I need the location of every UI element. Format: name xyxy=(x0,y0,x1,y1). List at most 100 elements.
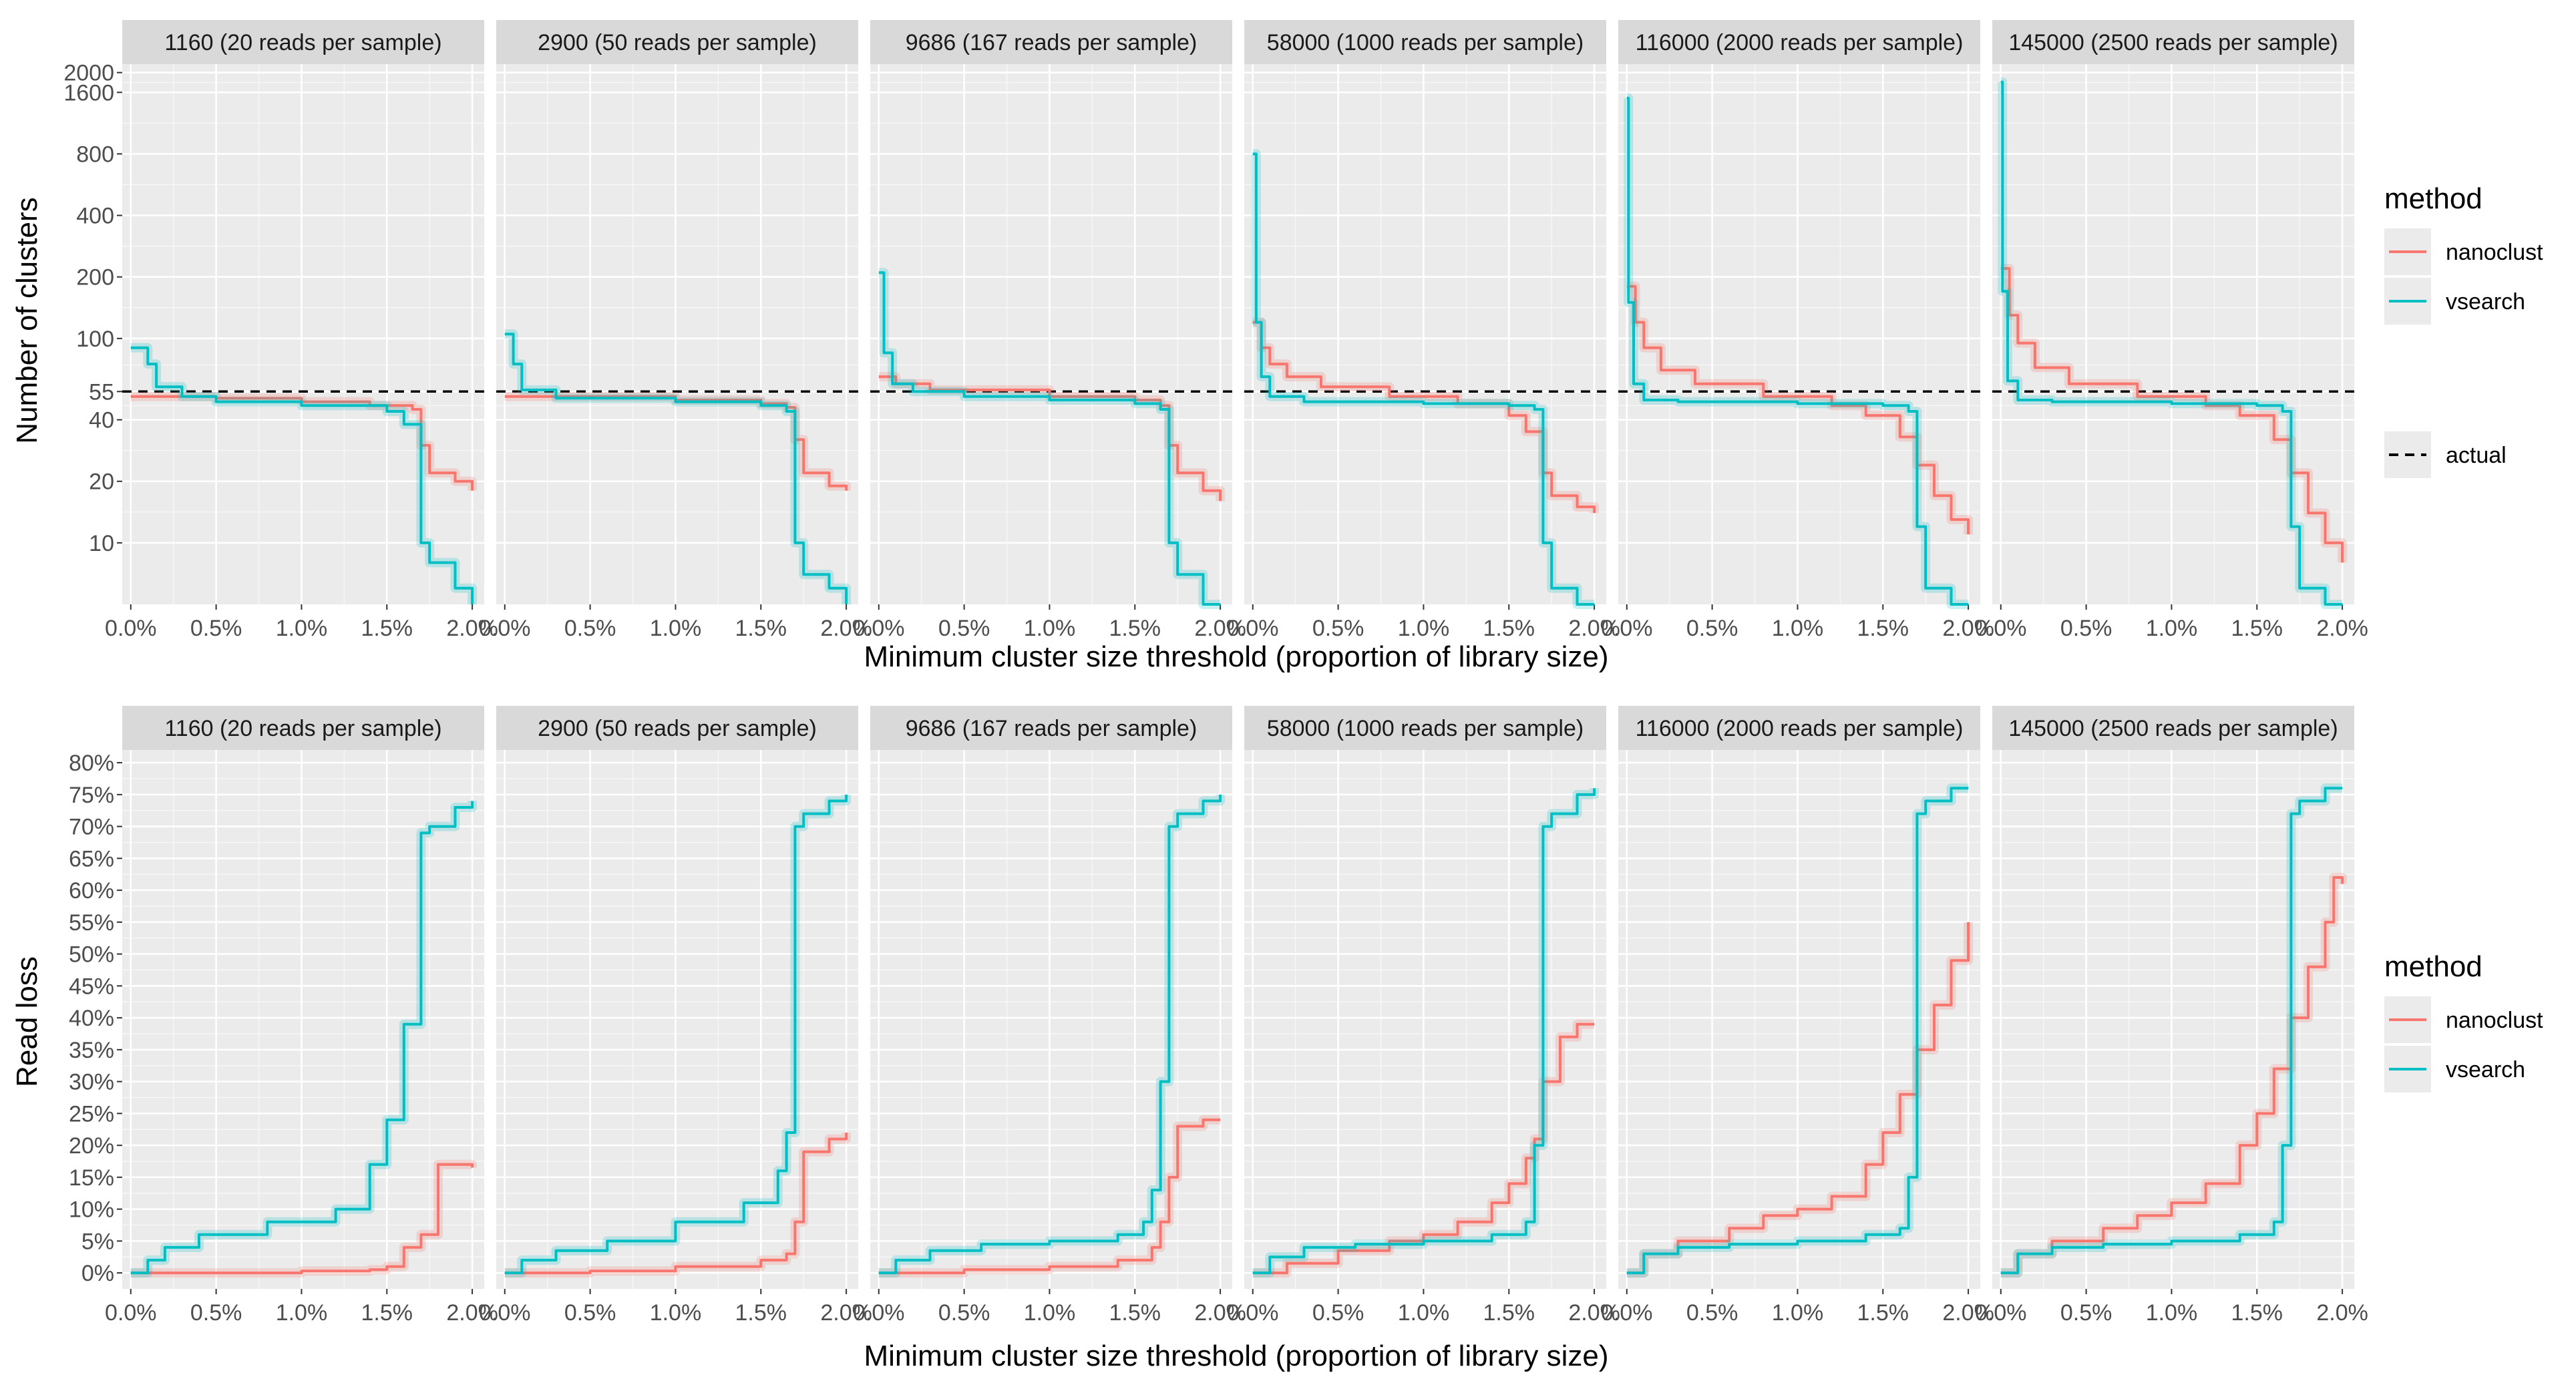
x-tick-label: 2.0% xyxy=(1568,616,1620,641)
nanoclust-series-line xyxy=(878,375,1222,502)
facet-panel: 9686 (167 reads per sample) 0.0% 0.5% 1.0% 1… xyxy=(853,706,1246,1326)
y-tick-label: 45% xyxy=(69,974,114,999)
x-tick-label: 0.0% xyxy=(853,616,905,641)
y-tick-label: 35% xyxy=(69,1038,114,1063)
y-tick-label: 200 xyxy=(76,265,114,290)
x-tick-label: 0.5% xyxy=(564,616,616,641)
bottom-legend-label-nanoclust: nanoclust xyxy=(2446,1008,2543,1033)
x-tick-label: 1.5% xyxy=(1109,616,1161,641)
read-loss-chart: 0% 5% 10% 15% 20% 25% 30% 35% 40% 45% 50% 55% 60% 65%… xyxy=(69,706,2368,1326)
x-tick-label: 2.0% xyxy=(1942,1300,1994,1326)
y-tick-label: 2000 xyxy=(63,61,114,86)
x-tick-label: 0.5% xyxy=(2060,616,2112,641)
y-tick-label: 20 xyxy=(89,469,114,495)
x-tick-label: 0.5% xyxy=(1686,616,1738,641)
x-tick-label: 1.0% xyxy=(650,616,702,641)
facet-strip xyxy=(1244,706,1606,750)
y-tick-label: 55 xyxy=(89,379,114,405)
x-tick-label: 1.0% xyxy=(1398,1300,1450,1326)
facet-strip-label: 58000 (1000 reads per sample) xyxy=(1267,716,1584,741)
facet-strip xyxy=(870,706,1232,750)
top-x-axis-title: Minimum cluster size threshold (proporti… xyxy=(864,640,1608,673)
facet-panel: 2900 (50 reads per sample) 0.0% 0.5% 1.0% 1.… xyxy=(479,706,872,1326)
x-tick-label: 1.0% xyxy=(2146,1300,2198,1326)
x-tick-label: 1.0% xyxy=(276,616,328,641)
facet-strip-label: 1160 (20 reads per sample) xyxy=(164,716,441,741)
x-tick-label: 1.0% xyxy=(650,1300,702,1326)
x-tick-label: 1.5% xyxy=(1857,1300,1909,1326)
top-legend-label-actual: actual xyxy=(2446,443,2507,468)
vsearch-series-line xyxy=(2000,787,2343,1275)
x-tick-label: 0.5% xyxy=(190,616,242,641)
nanoclust-series-line xyxy=(1626,922,1970,1275)
top-y-axis-title: Number of clusters xyxy=(11,197,43,443)
y-tick-label: 30% xyxy=(69,1070,114,1095)
x-tick-label: 1.0% xyxy=(1024,1300,1076,1326)
nanoclust-series-line xyxy=(2000,876,2344,1275)
x-tick-label: 2.0% xyxy=(1194,616,1246,641)
x-tick-label: 2.0% xyxy=(446,1300,498,1326)
facet-panel: 58000 (1000 reads per sample) 0.0% 0.5% 1.0… xyxy=(1227,20,1620,641)
panel-background xyxy=(496,750,858,1289)
facet-strip-label: 9686 (167 reads per sample) xyxy=(906,30,1198,55)
top-legend-label-nanoclust: nanoclust xyxy=(2446,240,2543,265)
y-tick-label: 60% xyxy=(69,878,114,904)
vsearch-series-line xyxy=(1252,788,1596,1275)
y-tick-label: 80% xyxy=(69,751,114,776)
x-tick-label: 0.0% xyxy=(1601,616,1653,641)
facet-panel: 116000 (2000 reads per sample) 0.0% 0.5% 1.… xyxy=(1601,20,1994,641)
facet-panel: 58000 (1000 reads per sample) 0.0% 0.5% 1.0… xyxy=(1227,706,1620,1326)
x-tick-label: 1.0% xyxy=(2146,616,2198,641)
x-tick-label: 1.5% xyxy=(1483,1300,1535,1326)
facet-strip xyxy=(122,20,484,64)
vsearch-series-line xyxy=(878,794,1222,1275)
vsearch-series-line xyxy=(1252,152,1595,606)
facet-strip-label: 1160 (20 reads per sample) xyxy=(164,30,441,55)
facet-strip xyxy=(1244,20,1606,64)
x-tick-label: 1.0% xyxy=(1398,616,1450,641)
x-tick-label: 1.0% xyxy=(1772,616,1824,641)
x-tick-label: 0.0% xyxy=(479,616,531,641)
bottom-y-axis-title: Read loss xyxy=(11,956,43,1087)
nanoclust-series-line xyxy=(504,1133,848,1275)
x-tick-label: 0.5% xyxy=(1686,1300,1738,1326)
vsearch-series-line xyxy=(504,794,848,1275)
y-tick-label: 0% xyxy=(81,1261,114,1286)
y-tick-label: 75% xyxy=(69,783,114,808)
y-tick-label: 70% xyxy=(69,815,114,840)
x-tick-label: 0.5% xyxy=(938,1300,990,1326)
x-tick-label: 1.5% xyxy=(2231,1300,2283,1326)
x-tick-label: 0.0% xyxy=(1227,1300,1279,1326)
x-tick-label: 0.0% xyxy=(479,1300,531,1326)
y-tick-label: 20% xyxy=(69,1133,114,1159)
panel-background xyxy=(870,750,1232,1289)
facet-panel: 145000 (2500 reads per sample) 0.0% 0.5% 1.… xyxy=(1975,706,2368,1326)
x-tick-label: 2.0% xyxy=(446,616,498,641)
facet-strip-label: 145000 (2500 reads per sample) xyxy=(2008,30,2338,55)
nanoclust-series-line xyxy=(878,1118,1221,1275)
x-tick-label: 1.5% xyxy=(735,616,787,641)
facet-strip-label: 2900 (50 reads per sample) xyxy=(538,30,817,55)
facet-panel: 1160 (20 reads per sample) 0.0% 0.5% 1.0% 1.… xyxy=(105,20,498,641)
x-tick-label: 1.5% xyxy=(361,616,413,641)
top-legend-label-vsearch: vsearch xyxy=(2446,289,2525,315)
x-tick-label: 2.0% xyxy=(2316,616,2368,641)
x-tick-label: 0.5% xyxy=(564,1300,616,1326)
x-tick-label: 2.0% xyxy=(1568,1300,1620,1326)
x-tick-label: 0.5% xyxy=(938,616,990,641)
facet-strip xyxy=(122,706,484,750)
x-tick-label: 1.5% xyxy=(1109,1300,1161,1326)
x-tick-label: 1.0% xyxy=(1772,1300,1824,1326)
y-tick-label: 65% xyxy=(69,846,114,871)
x-tick-label: 0.5% xyxy=(1312,616,1364,641)
facet-panel: 1160 (20 reads per sample) 0.0% 0.5% 1.0% 1.… xyxy=(105,706,498,1326)
x-tick-label: 2.0% xyxy=(2316,1300,2368,1326)
nanoclust-series-line xyxy=(2000,267,2344,563)
facet-strip xyxy=(496,706,858,750)
panel-background xyxy=(1244,750,1606,1289)
facet-panel: 116000 (2000 reads per sample) 0.0% 0.5% 1.… xyxy=(1601,706,1994,1326)
y-tick-label: 100 xyxy=(76,327,114,352)
y-tick-label: 400 xyxy=(76,204,114,229)
